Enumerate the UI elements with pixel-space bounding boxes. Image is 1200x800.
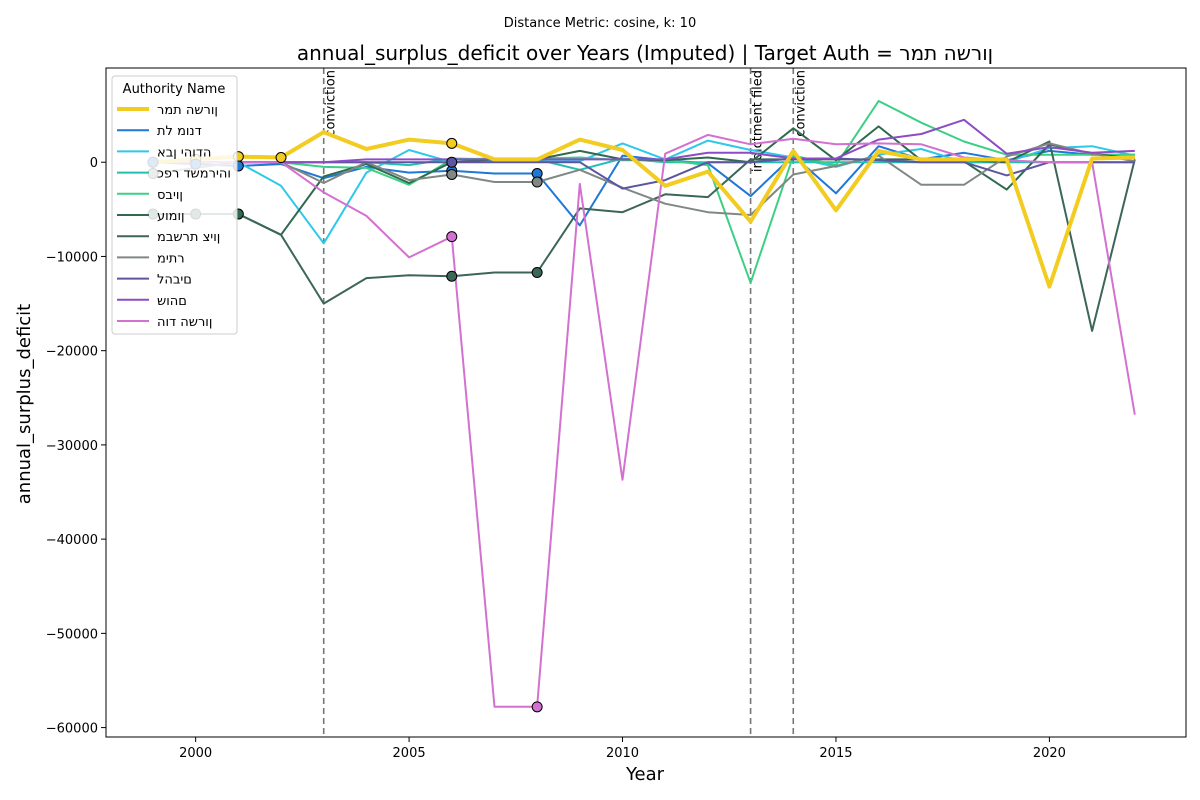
event-label-1: indictment filed xyxy=(751,70,766,172)
chart-suptitle: Distance Metric: cosine, k: 10 xyxy=(504,16,696,31)
legend-label-0: ןורשה תמר xyxy=(157,103,218,118)
legend-title: Authority Name xyxy=(123,82,226,97)
y-tick-label-5: −50000 xyxy=(46,627,98,642)
series-line-1 xyxy=(152,145,1135,227)
legend-label-10: ןורשה דוה xyxy=(157,315,212,330)
legend-label-7: רתימ xyxy=(157,251,185,266)
y-axis-label: annual_surplus_deficit xyxy=(14,304,35,504)
series-line-9 xyxy=(153,118,1135,164)
imputed-marker-10-2006 xyxy=(446,231,458,243)
imputed-marker-7-2006 xyxy=(446,168,458,180)
plot-area: conviction indictment filed conviction 2000… xyxy=(46,67,1187,761)
x-axis-label: Year xyxy=(625,764,665,785)
legend-label-5: ןומוע xyxy=(157,209,185,224)
y-tick-label-3: −30000 xyxy=(46,439,98,454)
series-lines xyxy=(152,100,1136,708)
legend-box xyxy=(111,75,238,335)
imputed-marker-0-2006 xyxy=(446,137,458,149)
legend-label-8: םיבהל xyxy=(157,273,192,288)
legend-label-9: םהוש xyxy=(157,294,187,309)
series-line-10 xyxy=(153,133,1136,708)
x-tick-label-1: 2005 xyxy=(393,746,426,761)
y-tick-label-0: 0 xyxy=(90,156,98,171)
y-tick-label-4: −40000 xyxy=(46,533,98,548)
x-tick-label-4: 2020 xyxy=(1033,746,1066,761)
x-tick-label-0: 2000 xyxy=(179,746,212,761)
legend-label-2: הדוהי ןבא xyxy=(157,145,211,160)
legend-label-1: דנומ לת xyxy=(157,124,202,139)
series-line-4 xyxy=(153,100,1135,284)
imputed-marker-0-2002 xyxy=(275,152,287,164)
y-tick-label-1: −10000 xyxy=(46,250,98,265)
x-tick-label-3: 2015 xyxy=(819,746,852,761)
event-label-2: conviction xyxy=(793,70,808,137)
imputed-marker-6-2008 xyxy=(531,266,543,278)
series-line-5 xyxy=(153,125,1135,236)
imputed-marker-7-2008 xyxy=(531,176,543,188)
series-line-0 xyxy=(152,130,1135,289)
imputed-marker-6-2006 xyxy=(446,270,458,282)
x-tick-label-2: 2010 xyxy=(606,746,639,761)
legend-label-6: ןויצ תרשבמ xyxy=(157,230,220,245)
imputed-marker-8-2006 xyxy=(446,156,458,168)
y-tick-label-2: −20000 xyxy=(46,345,98,360)
plot-frame xyxy=(105,67,1187,738)
legend-label-4: ןויבס xyxy=(157,188,183,203)
legend-label-3: והירמשד רפכ xyxy=(157,167,231,182)
chart-title: annual_surplus_deficit over Years (Imput… xyxy=(297,41,993,65)
event-label-0: conviction xyxy=(324,70,339,137)
imputed-marker-10-2008 xyxy=(531,701,543,713)
series-line-7 xyxy=(152,142,1135,216)
legend: Authority Name ןורשה תמר דנומ לת הדוהי ןבא ו… xyxy=(111,75,238,335)
y-tick-label-6: −60000 xyxy=(46,722,98,737)
